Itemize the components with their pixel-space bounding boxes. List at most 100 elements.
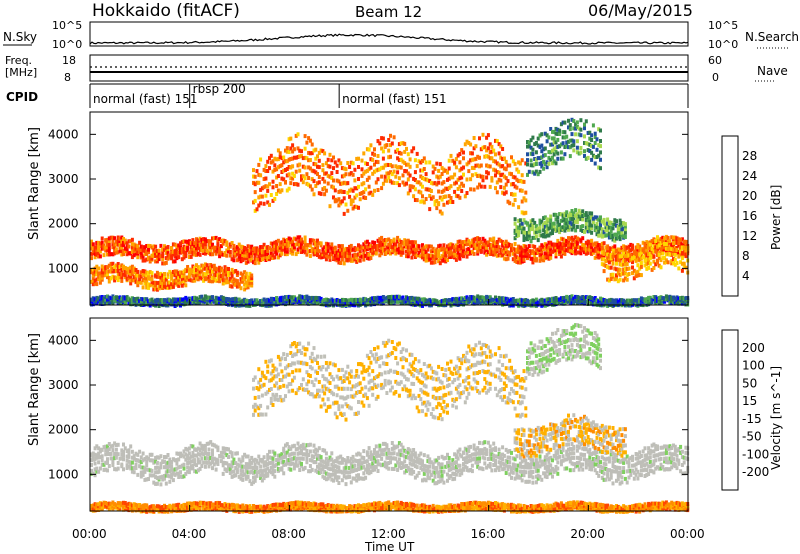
echo-cell <box>346 208 350 213</box>
colorbar-tick-label: 12 <box>742 229 757 243</box>
echo-cell <box>522 257 526 262</box>
echo-cell <box>138 459 142 464</box>
echo-cell <box>145 477 149 482</box>
echo-cell <box>511 246 515 251</box>
echo-cell <box>565 217 569 222</box>
echo-cell <box>195 243 198 248</box>
echo-cell <box>670 259 674 264</box>
echo-cell <box>616 247 620 252</box>
echo-cell <box>230 301 234 306</box>
echo-cell <box>271 179 275 184</box>
echo-cell <box>235 270 239 275</box>
echo-cell <box>643 256 647 261</box>
echo-cell <box>497 253 501 258</box>
echo-cell <box>244 271 248 276</box>
echo-cell <box>155 270 159 275</box>
echo-cell <box>629 257 633 262</box>
echo-cell <box>446 247 449 252</box>
echo-cell <box>378 248 382 253</box>
echo-cell <box>422 176 426 181</box>
echo-cell <box>413 299 417 304</box>
echo-cell <box>583 149 586 154</box>
echo-cell <box>106 269 109 274</box>
echo-cell <box>116 452 120 457</box>
echo-cell <box>663 256 667 260</box>
echo-cell <box>479 248 483 253</box>
echo-cell <box>526 152 529 157</box>
echo-cell <box>239 259 243 264</box>
echo-cell <box>396 294 400 299</box>
echo-cell <box>401 295 405 300</box>
echo-cell <box>230 297 234 302</box>
echo-cell <box>602 233 606 238</box>
echo-cell <box>284 159 287 164</box>
echo-cell <box>340 247 344 252</box>
echo-cell <box>510 297 513 302</box>
echo-cell <box>620 227 624 232</box>
echo-cell <box>460 296 464 301</box>
echo-cell <box>453 181 457 186</box>
echo-cell <box>362 242 366 247</box>
echo-cell <box>161 280 165 285</box>
echo-cell <box>211 295 214 300</box>
echo-cell <box>207 298 211 303</box>
echo-cell <box>335 301 339 306</box>
echo-cell <box>559 212 563 217</box>
echo-cell <box>613 277 617 282</box>
echo-cell <box>127 266 131 271</box>
echo-cell <box>330 171 334 176</box>
echo-cell <box>538 225 542 230</box>
echo-cell <box>618 254 622 259</box>
echo-cell <box>483 184 487 189</box>
echo-cell <box>246 299 250 304</box>
echo-cell <box>268 182 271 187</box>
echo-cell <box>173 254 177 259</box>
echo-cell <box>104 245 108 250</box>
echo-cell <box>506 256 510 261</box>
echo-cell <box>292 236 296 241</box>
echo-cell <box>122 297 125 302</box>
echo-cell <box>447 194 451 199</box>
echo-cell <box>412 240 416 245</box>
echo-cell <box>116 235 120 240</box>
echo-cell <box>139 455 143 460</box>
echo-cell <box>177 250 181 255</box>
echo-cell <box>495 170 499 175</box>
echo-cell <box>575 295 579 299</box>
echo-cell <box>125 247 129 252</box>
echo-cell <box>446 250 449 254</box>
echo-cell <box>203 266 207 271</box>
echo-cell <box>310 151 314 156</box>
echo-cell <box>563 246 567 251</box>
echo-cell <box>604 263 608 268</box>
echo-cell <box>175 275 179 280</box>
echo-cell <box>542 254 546 259</box>
echo-cell <box>316 181 319 186</box>
echo-cell <box>656 253 659 257</box>
echo-cell <box>332 246 335 251</box>
echo-cell <box>613 238 617 243</box>
echo-cell <box>321 163 325 168</box>
echo-cell <box>357 177 360 181</box>
echo-cell <box>378 167 382 172</box>
echo-cell <box>235 297 239 302</box>
echo-cell <box>241 250 245 255</box>
echo-cell <box>141 278 145 282</box>
echo-cell <box>321 254 325 259</box>
echo-cell <box>205 300 209 305</box>
echo-cell <box>342 300 346 305</box>
echo-cell <box>145 273 149 278</box>
echo-cell <box>230 274 234 279</box>
echo-cell <box>497 245 501 250</box>
echo-cell <box>435 182 439 187</box>
echo-cell <box>168 255 172 260</box>
echo-cell <box>474 156 478 161</box>
echo-cell <box>264 258 268 262</box>
echo-cell <box>588 223 592 227</box>
echo-cell <box>547 217 551 222</box>
echo-cell <box>100 462 104 467</box>
echo-cell <box>250 257 254 262</box>
echo-cell <box>615 223 618 228</box>
echo-cell <box>534 257 538 262</box>
echo-cell <box>100 264 104 269</box>
